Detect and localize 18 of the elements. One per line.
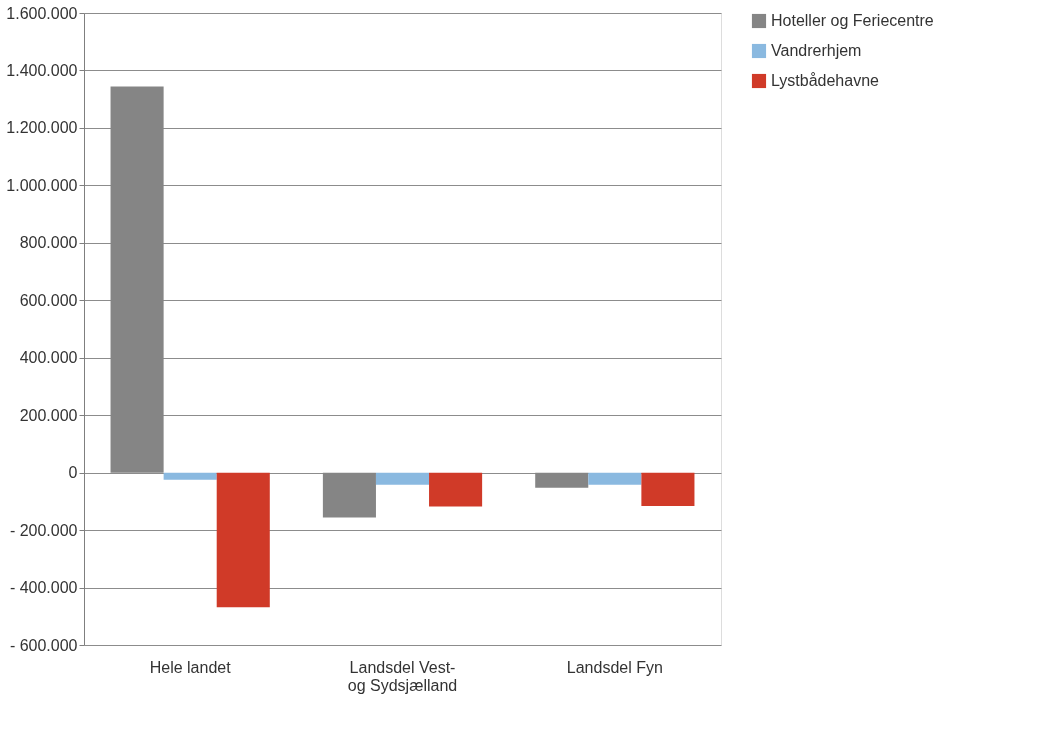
y-tick-label: 1.400.000 <box>6 61 78 79</box>
legend-label: Hoteller og Feriecentre <box>771 12 934 29</box>
y-tick-label: 800.000 <box>19 234 78 252</box>
y-tick-label: 400.000 <box>19 349 78 367</box>
x-tick-label: Hele landet <box>149 658 232 676</box>
y-tick-label: - 200.000 <box>9 521 78 539</box>
y-tick-label: 1.600.000 <box>6 4 78 22</box>
y-tick-label: 1.200.000 <box>6 119 78 137</box>
y-tick-label: - 600.000 <box>9 636 78 654</box>
y-tick-label: - 400.000 <box>9 579 78 597</box>
y-tick-label: 600.000 <box>19 291 78 309</box>
legend-label: Vandrerhjem <box>771 42 862 59</box>
x-tick-label: Landsdel Vest- og Sydsjælland <box>347 658 458 694</box>
legend-label: Lystbådehavne <box>771 72 880 89</box>
x-tick-label: Landsdel Fyn <box>566 658 663 676</box>
y-tick-label: 200.000 <box>19 406 78 424</box>
y-tick-label: 0 <box>68 464 78 482</box>
y-tick-label: 1.000.000 <box>6 176 78 194</box>
